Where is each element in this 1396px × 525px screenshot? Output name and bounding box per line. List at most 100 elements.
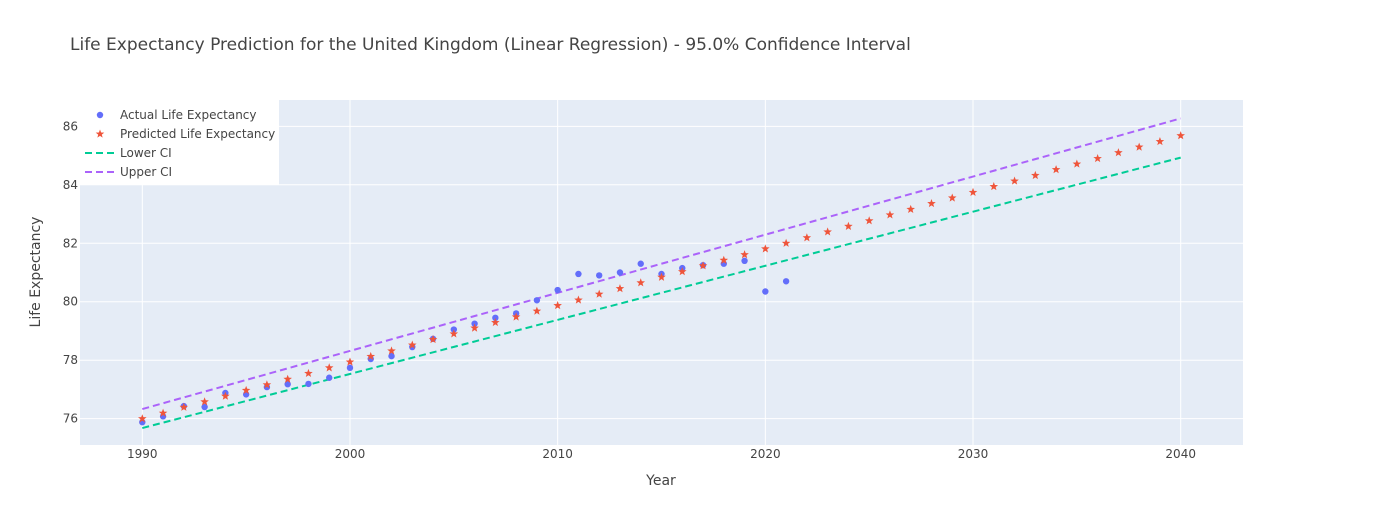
predicted-point [304,368,313,378]
predicted-point [740,250,749,259]
predicted-point [1051,165,1061,174]
predicted-point [864,216,874,225]
actual-point [782,278,790,285]
y-axis-ticks: 76 78 80 82 84 86 [63,119,78,425]
predicted-point [470,323,479,332]
x-tick-label: 2040 [1165,447,1196,461]
legend-predicted[interactable]: Predicted Life Expectancy [95,127,276,141]
predicted-point [553,301,562,310]
actual-point [762,288,769,295]
predicted-point [491,318,500,327]
predicted-point [636,278,646,287]
y-axis-title: Life Expectancy [28,217,44,328]
predicted-point [927,199,936,208]
predicted-point [138,414,147,423]
predicted-point [387,346,396,355]
x-tick-label: 2020 [750,447,781,461]
predicted-point [324,363,334,372]
predicted-point [1114,148,1123,157]
actual-point [388,352,395,360]
x-tick-label: 2010 [542,447,573,461]
predicted-point [677,267,687,276]
legend-label: Upper CI [120,165,172,179]
actual-point [305,380,312,388]
actual-point [595,272,603,279]
predicted-point [968,187,978,197]
predicted-point [221,391,230,400]
predicted-point [719,255,729,264]
predicted-point [200,397,209,406]
predicted-point [844,221,853,230]
x-tick-label: 2030 [958,447,989,461]
legend-box [80,100,279,185]
predicted-point [1134,142,1144,151]
predicted-point [345,357,355,366]
predicted-point [657,272,666,281]
legend-label: Predicted Life Expectancy [120,127,275,141]
x-tick-label: 2000 [335,447,366,461]
lower-ci-line [142,156,1181,430]
predicted-point [885,210,895,219]
actual-point [326,374,333,381]
actual-point [616,269,624,276]
actual-point [575,270,582,278]
predicted-point [615,284,625,293]
predicted-point [823,227,832,236]
predicted-point [781,238,791,247]
predicted-point [1072,159,1082,168]
predicted-point [428,334,438,344]
predicted-point [574,295,583,304]
predicted-point [449,329,459,338]
actual-point [533,297,541,304]
predicted-point [366,351,376,361]
predicted-point [1093,153,1102,163]
predicted-point [241,385,251,394]
plot-series [138,117,1185,430]
predicted-point [408,340,417,349]
predicted-point [1176,131,1185,140]
x-axis-title: Year [645,473,676,489]
y-tick-label: 76 [63,412,78,426]
actual-point [492,314,499,322]
actual-point [201,403,208,411]
x-tick-label: 1990 [127,447,158,461]
y-tick-label: 84 [63,178,78,192]
y-tick-label: 82 [63,236,78,250]
predicted-point [283,374,292,383]
predicted-point [158,408,168,417]
predicted-point [532,306,542,315]
predicted-point [761,244,770,253]
predicted-point [179,402,189,411]
predicted-point [1031,170,1040,180]
predicted-point [1155,137,1165,146]
y-tick-label: 80 [63,295,78,309]
actual-point [346,364,354,372]
legend-actual[interactable]: Actual Life Expectancy [96,108,257,122]
actual-point [284,380,291,388]
legend-circle-marker [96,111,104,119]
actual-point [554,286,561,294]
legend-star-marker [95,129,105,138]
legend-upper-ci[interactable]: Upper CI [85,165,172,179]
predicted-point [262,380,272,389]
actual-point [741,257,748,265]
predicted-point [989,182,999,191]
predicted-point [511,312,521,321]
legend-label: Lower CI [120,146,172,160]
legend-lower-ci[interactable]: Lower CI [85,146,172,160]
predicted-point [1010,176,1019,185]
x-axis-ticks: 1990 2000 2010 2020 2030 2040 [127,447,1196,461]
predicted-point [906,204,915,213]
chart-title: Life Expectancy Prediction for the Unite… [70,35,911,55]
predicted-point [947,193,957,202]
predicted-point [802,233,812,242]
y-tick-label: 86 [63,119,78,133]
legend[interactable]: Actual Life Expectancy Predicted Life Exp… [80,100,279,185]
actual-point [637,260,644,267]
upper-ci-line [142,117,1181,411]
predicted-point [698,261,708,270]
y-tick-label: 78 [63,353,78,367]
predicted-point [594,289,604,298]
legend-label: Actual Life Expectancy [120,108,257,122]
